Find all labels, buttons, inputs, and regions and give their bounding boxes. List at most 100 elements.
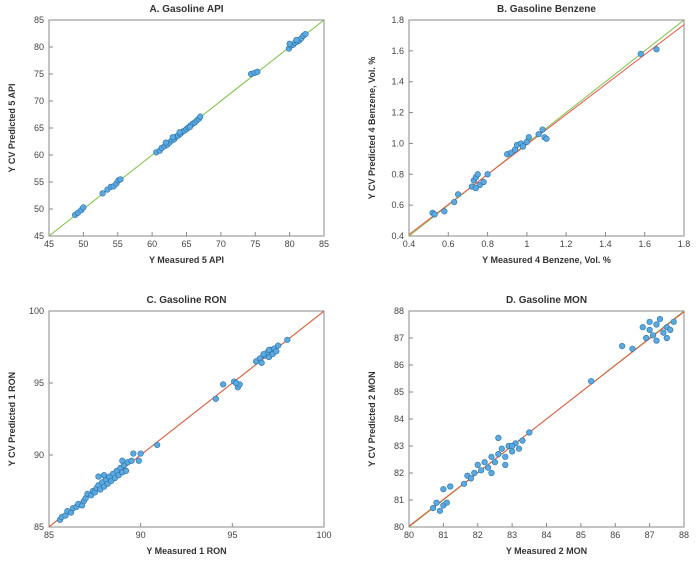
data-point (433, 499, 440, 506)
x-tick-label: 0.4 (403, 239, 416, 249)
y-tick-label: 70 (34, 96, 44, 106)
data-point (471, 469, 478, 477)
x-tick-label: 1.2 (560, 239, 573, 249)
data-point (440, 486, 447, 493)
y-tick-label: 85 (34, 15, 44, 25)
data-point (525, 134, 532, 141)
data-point (502, 461, 509, 469)
data-point (441, 208, 448, 215)
x-tick-label: 0.8 (481, 239, 494, 249)
data-point (99, 190, 106, 197)
y-tick-label: 80 (34, 42, 44, 52)
data-point (649, 332, 657, 339)
data-point (197, 113, 204, 120)
data-point (509, 442, 516, 450)
data-point (273, 348, 280, 355)
x-tick-label: 70 (216, 239, 226, 249)
y-tick-label: 45 (34, 231, 44, 241)
chart-title: A. Gasoline API (149, 4, 223, 15)
data-point (535, 131, 542, 138)
data-point (293, 36, 300, 44)
chart-title: D. Gasoline MON (506, 295, 587, 306)
data-point (498, 445, 505, 452)
x-tick-label: 87 (645, 530, 655, 540)
data-point (232, 379, 240, 387)
y-tick-label: 95 (34, 378, 44, 388)
y-tick-label: 88 (394, 306, 404, 316)
y-tick-label: 50 (34, 204, 44, 214)
data-point (284, 336, 291, 343)
y-tick-label: 55 (34, 177, 44, 187)
x-tick-label: 60 (147, 239, 157, 249)
data-point (474, 461, 481, 469)
y-tick-label: 90 (34, 450, 44, 460)
data-point (629, 345, 636, 352)
data-point (478, 467, 485, 474)
data-point (212, 395, 219, 402)
y-tick-label: 0.8 (391, 169, 404, 179)
x-tick-label: 85 (319, 239, 329, 249)
data-point (119, 457, 126, 464)
x-tick-label: 1.6 (638, 239, 651, 249)
data-point (474, 171, 481, 178)
data-point (653, 337, 660, 344)
data-point (502, 453, 509, 460)
y-axis-label: Y CV Predicted 5 API (7, 83, 17, 172)
panel-1: A. Gasoline API 45 50 55 60 65 70 75 80 85 45 50 55 6… (7, 4, 329, 265)
data-point (515, 445, 523, 452)
data-point (258, 359, 265, 366)
x-tick-label: 65 (181, 239, 191, 249)
data-point (480, 178, 487, 186)
x-axis-label: Y Measured 5 API (149, 255, 224, 265)
x-tick-label: 80 (285, 239, 295, 249)
data-point (543, 135, 550, 142)
y-tick-label: 1.6 (391, 46, 404, 56)
data-point (95, 473, 102, 480)
x-tick-label: 0.6 (442, 239, 455, 249)
data-point (660, 329, 667, 336)
data-point (122, 467, 130, 474)
data-point (639, 324, 646, 331)
data-point (484, 464, 492, 471)
data-point (220, 381, 227, 388)
chart-title: B. Gasoline Benzene (497, 4, 596, 15)
y-tick-label: 65 (34, 123, 44, 133)
data-point (643, 334, 650, 342)
y-tick-label: 81 (394, 495, 404, 505)
data-point (646, 318, 653, 325)
y-tick-label: 0.4 (391, 231, 404, 241)
data-point (488, 453, 495, 460)
y-tick-label: 82 (394, 468, 404, 478)
y-tick-label: 1.2 (391, 108, 404, 118)
data-point (491, 459, 499, 466)
data-point (656, 316, 664, 323)
x-tick-label: 55 (113, 239, 123, 249)
y-tick-label: 85 (394, 387, 404, 397)
x-tick-label: 90 (136, 530, 146, 540)
data-point (460, 480, 468, 487)
data-point (509, 448, 516, 455)
data-point (637, 50, 644, 58)
data-point (484, 171, 491, 178)
y-axis-label: Y CV Predicted 1 RON (7, 372, 17, 466)
x-tick-label: 50 (78, 239, 88, 249)
data-point (670, 318, 677, 325)
data-point (667, 326, 674, 334)
y-axis-label: Y CV Predicted 2 MON (367, 371, 377, 466)
data-point (431, 211, 438, 218)
x-axis-label: Y Measured 1 RON (146, 546, 226, 556)
data-point (80, 204, 87, 211)
data-point (653, 46, 660, 53)
panel-4: D. Gasoline MON 80 81 82 83 84 85 86 87 88 80 81 82 8… (367, 295, 689, 556)
data-point (130, 450, 137, 457)
y-tick-label: 86 (394, 360, 404, 370)
data-point (154, 441, 161, 449)
x-axis-label: Y Measured 2 MON (506, 546, 587, 556)
data-point (186, 123, 194, 131)
chart-title: C. Gasoline RON (146, 295, 226, 306)
data-point (455, 191, 462, 198)
y-tick-label: 85 (34, 522, 44, 532)
y-tick-label: 100 (29, 306, 44, 316)
x-tick-label: 84 (541, 530, 551, 540)
